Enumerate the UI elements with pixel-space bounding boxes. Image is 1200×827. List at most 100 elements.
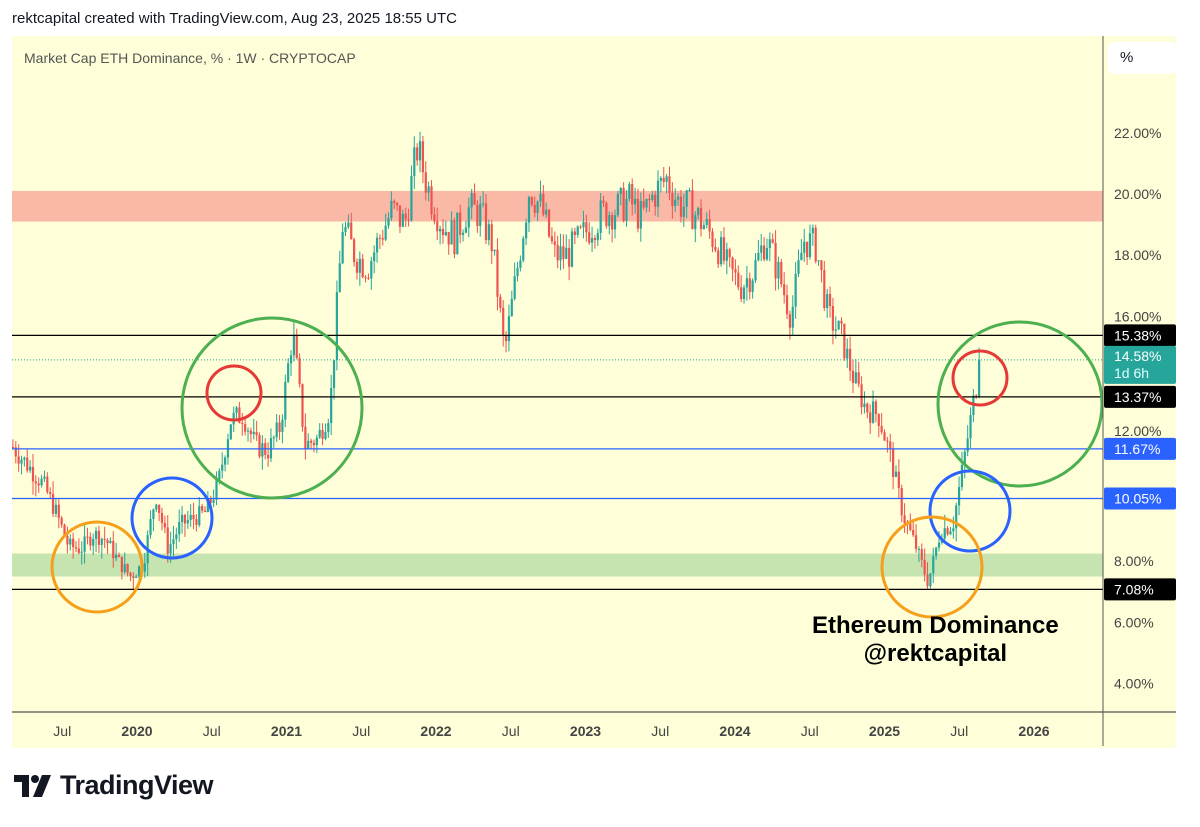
x-tick-label: Jul <box>53 723 71 739</box>
candle-body <box>909 523 912 531</box>
candle-body <box>960 464 964 488</box>
candle-body <box>11 447 15 449</box>
y-tick-label: 20.00% <box>1114 186 1161 202</box>
candle-body <box>175 534 178 540</box>
candle-body <box>287 363 290 382</box>
candle-body <box>401 213 404 227</box>
candle-body <box>117 554 121 557</box>
candle-body <box>892 448 895 477</box>
candle-body <box>642 201 645 208</box>
candle-body <box>542 193 545 215</box>
candle-body <box>496 249 499 297</box>
x-tick-label: Jul <box>651 723 669 739</box>
candle-body <box>332 360 336 389</box>
candle-body <box>424 172 427 193</box>
candle-body <box>957 487 961 506</box>
candle-body <box>441 228 445 236</box>
candle-body <box>46 476 49 493</box>
candle-body <box>272 437 275 439</box>
candle-body <box>126 564 129 573</box>
candle-body <box>160 512 164 523</box>
candle-body <box>115 554 118 559</box>
candle-body <box>943 528 946 539</box>
candle-body <box>418 141 422 161</box>
candle-body <box>737 272 740 288</box>
unit-button[interactable]: % <box>1108 42 1176 74</box>
candle-body <box>527 197 531 223</box>
candle-body <box>31 466 35 482</box>
candle-body <box>252 431 255 435</box>
candle-body <box>100 538 103 545</box>
candle-body <box>969 415 972 439</box>
candle-body <box>866 403 869 413</box>
tradingview-logo: TradingView <box>14 770 214 801</box>
candle-body <box>774 242 777 279</box>
candle-body <box>631 184 634 205</box>
candle-body <box>608 215 611 227</box>
x-tick-label: 2024 <box>719 723 750 739</box>
candle-body <box>353 239 356 262</box>
candle-body <box>413 147 416 177</box>
candle-body <box>155 504 158 510</box>
candle-body <box>246 430 250 432</box>
candle-body <box>654 194 657 207</box>
candle-body <box>894 471 898 477</box>
current-price-label: 14.58% <box>1114 348 1161 364</box>
candle-body <box>806 241 809 258</box>
candle-body <box>763 245 766 260</box>
candle-body <box>811 227 814 234</box>
candle-body <box>622 188 625 221</box>
logo-text: TradingView <box>60 770 214 800</box>
candle-body <box>361 258 364 278</box>
x-tick-label: Jul <box>203 723 221 739</box>
candle-body <box>83 536 86 552</box>
candle-body <box>344 227 347 232</box>
candle-body <box>255 431 258 436</box>
candle-body <box>132 576 135 579</box>
candle-body <box>218 470 221 480</box>
candle-body <box>378 237 382 239</box>
candle-body <box>94 530 98 539</box>
price-chart[interactable]: 4.00% 6.00% 8.00% 12.00% 16.00% 18.00% 20.00% 2… <box>0 0 1200 760</box>
candle-body <box>522 238 525 261</box>
candle-body <box>461 232 465 235</box>
candle-body <box>550 236 554 242</box>
candle-body <box>381 238 384 240</box>
candle-body <box>728 249 731 258</box>
candle-body <box>536 201 539 213</box>
candle-body <box>547 209 551 237</box>
candle-body <box>324 432 327 439</box>
candle-body <box>923 559 926 575</box>
candle-body <box>771 239 774 243</box>
candle-body <box>513 276 516 299</box>
candle-body <box>221 464 224 471</box>
annotation-line-2: @rektcapital <box>863 640 1008 667</box>
candle-body <box>261 443 264 457</box>
highlight-circle <box>951 349 1009 407</box>
candle-body <box>416 147 419 161</box>
candle-body <box>748 278 751 293</box>
x-tick-label: Jul <box>502 723 520 739</box>
candle-body <box>23 457 26 460</box>
candle-body <box>619 188 622 195</box>
candle-body <box>912 530 915 536</box>
candle-body <box>955 505 958 529</box>
candle-body <box>699 207 703 230</box>
candle-body <box>565 247 568 259</box>
candle-body <box>499 296 502 308</box>
candle-body <box>651 194 654 200</box>
candle-body <box>447 232 450 245</box>
candle-body <box>266 454 270 459</box>
x-tick-label: 2022 <box>420 723 451 739</box>
candle-body <box>269 438 273 459</box>
chart-header: rektcapital created with TradingView.com… <box>12 10 457 27</box>
highlight-circle <box>130 476 214 560</box>
candle-body <box>949 531 952 535</box>
candle-body <box>350 222 353 240</box>
x-tick-label: 2021 <box>271 723 302 739</box>
candle-body <box>952 528 955 532</box>
candle-body <box>602 200 605 203</box>
candle-body <box>725 249 728 261</box>
candle-body <box>459 212 462 235</box>
candle-body <box>89 536 92 546</box>
